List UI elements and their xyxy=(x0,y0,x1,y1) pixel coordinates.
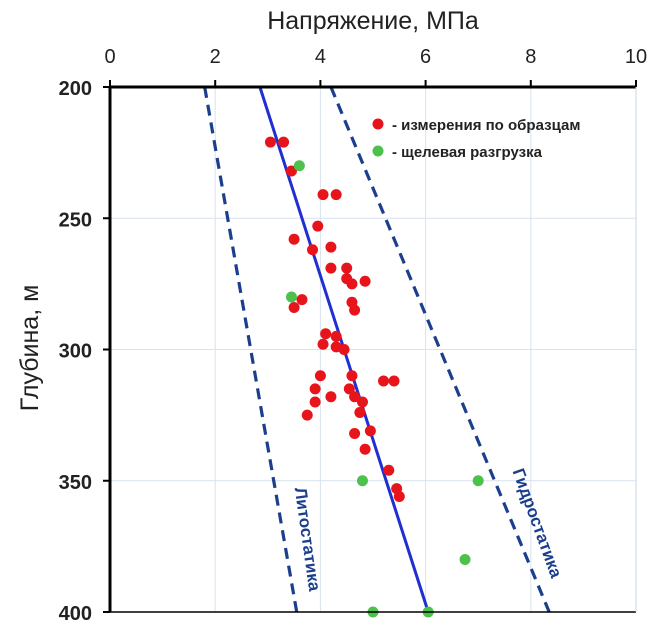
x-tick-label: 2 xyxy=(210,46,221,68)
sample-point xyxy=(364,425,376,437)
x-tick-label: 0 xyxy=(104,46,115,68)
x-axis-label: Напряжение, МПа xyxy=(267,7,479,35)
sample-point xyxy=(343,383,355,395)
sample-point xyxy=(314,370,326,382)
sample-point xyxy=(359,275,371,287)
sample-point xyxy=(320,328,332,340)
tick-labels: 0 2 4 6 8 10 200 250 300 350 400 xyxy=(59,46,648,624)
sample-point xyxy=(393,491,405,502)
grid-lines xyxy=(110,87,636,612)
sample-point xyxy=(330,330,342,342)
x-tick-label: 6 xyxy=(420,46,431,68)
sample-point xyxy=(301,409,313,421)
sample-point xyxy=(309,396,321,408)
sample-point xyxy=(309,383,321,395)
y-tick-label: 300 xyxy=(59,341,92,363)
sample-point xyxy=(338,344,350,355)
slot-point xyxy=(356,475,368,487)
hydrostatic-label: Гидростатика xyxy=(509,466,566,581)
x-tick-label: 8 xyxy=(525,46,536,68)
sample-point xyxy=(288,233,300,245)
axes xyxy=(103,80,637,613)
dashed-line-4 xyxy=(329,86,551,613)
y-tick-label: 400 xyxy=(59,603,92,624)
sample-point xyxy=(346,370,358,382)
sample-point xyxy=(325,262,337,274)
sample-point xyxy=(359,443,371,455)
legend-marker-slot xyxy=(372,145,384,157)
sample-point xyxy=(349,391,361,403)
legend: - измерения по образцам - щелевая разгру… xyxy=(372,117,580,161)
sample-point xyxy=(378,375,390,387)
sample-point xyxy=(356,396,368,408)
sample-point xyxy=(317,338,329,350)
y-tick-label: 250 xyxy=(59,209,92,231)
sample-point xyxy=(325,241,337,253)
x-tick-label: 10 xyxy=(625,46,647,68)
sample-point xyxy=(330,189,342,201)
sample-point xyxy=(278,136,290,148)
sample-point xyxy=(307,244,319,256)
sample-point xyxy=(388,375,400,387)
legend-marker-samples xyxy=(372,118,384,130)
legend-label-samples: - измерения по образцам xyxy=(392,117,580,134)
sample-point xyxy=(349,304,361,316)
slot-point xyxy=(472,475,484,487)
sample-point xyxy=(312,220,324,232)
slot-point xyxy=(293,160,305,172)
y-tick-label: 350 xyxy=(59,472,92,494)
lithostatic-label: Литостатика xyxy=(291,486,324,593)
sample-point xyxy=(325,391,337,403)
slot-point xyxy=(285,291,297,303)
sample-point xyxy=(341,262,353,274)
legend-label-slot: - щелевая разгрузка xyxy=(392,144,543,161)
sample-point xyxy=(288,302,300,313)
y-tick-label: 200 xyxy=(59,78,92,100)
sample-point xyxy=(354,407,366,418)
sample-point xyxy=(296,294,308,306)
sample-point xyxy=(349,428,361,439)
slot-point xyxy=(459,554,471,565)
sample-point xyxy=(264,136,276,148)
y-axis-label: Глубина, м xyxy=(16,285,44,412)
sample-point xyxy=(317,189,329,201)
x-tick-label: 4 xyxy=(315,46,326,68)
sample-point xyxy=(346,278,358,290)
data-points xyxy=(264,136,484,618)
sample-point xyxy=(285,165,297,177)
sample-point xyxy=(383,464,395,476)
